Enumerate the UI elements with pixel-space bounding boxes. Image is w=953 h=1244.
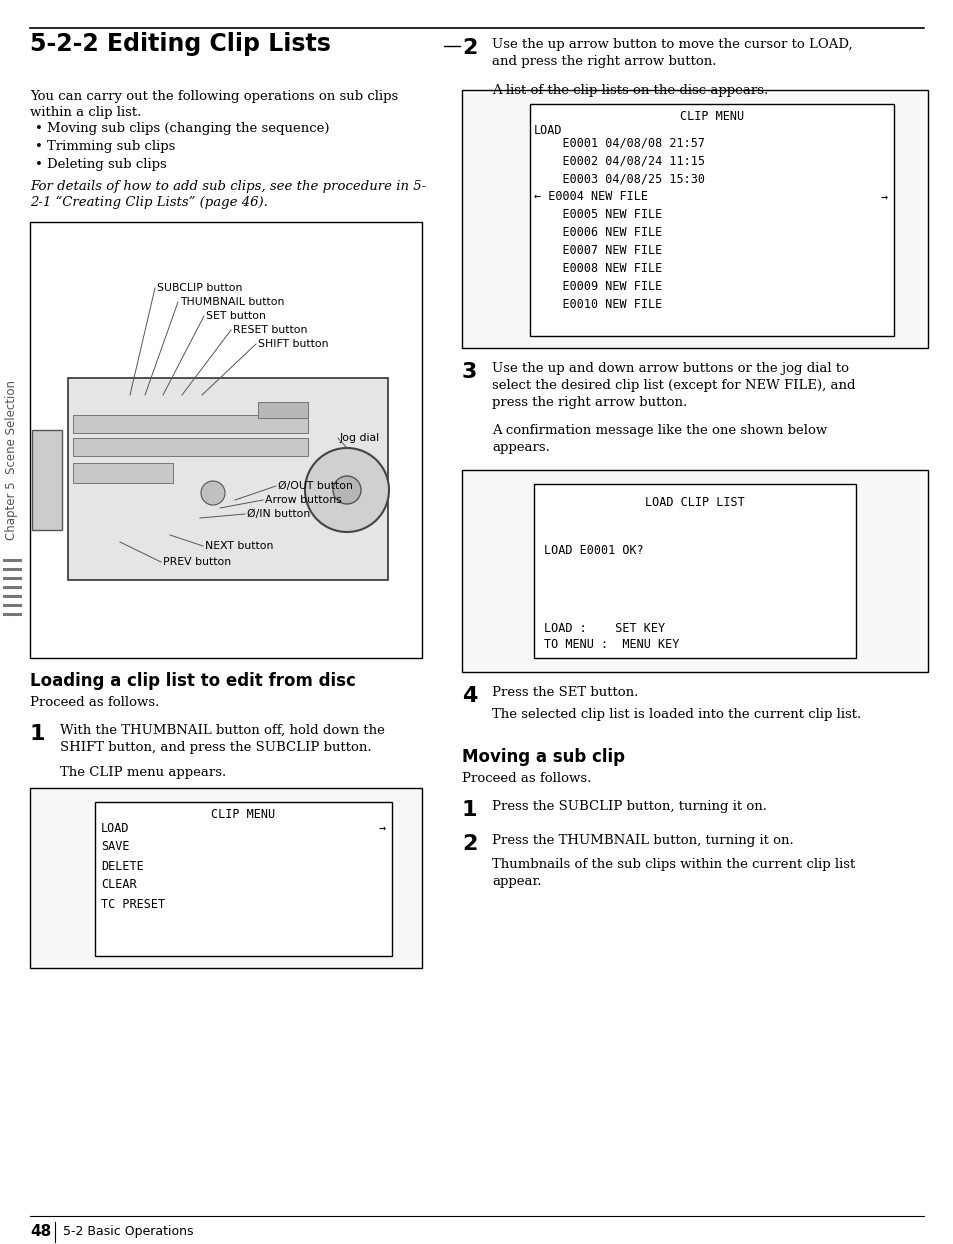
Text: The selected clip list is loaded into the current clip list.: The selected clip list is loaded into th…: [492, 708, 861, 722]
Text: CLEAR: CLEAR: [101, 878, 136, 892]
Text: DELETE: DELETE: [101, 860, 144, 872]
Text: TO MENU :  MENU KEY: TO MENU : MENU KEY: [543, 637, 679, 651]
Text: LOAD: LOAD: [534, 123, 562, 137]
Bar: [32, 430, 62, 530]
Text: E0008 NEW FILE: E0008 NEW FILE: [534, 262, 661, 275]
Text: 1: 1: [461, 800, 477, 820]
Text: select the desired clip list (except for NEW FILE), and: select the desired clip list (except for…: [492, 379, 855, 392]
Text: A list of the clip lists on the disc appears.: A list of the clip lists on the disc app…: [492, 85, 767, 97]
Circle shape: [305, 448, 389, 532]
Text: 5-2-2 Editing Clip Lists: 5-2-2 Editing Clip Lists: [30, 32, 331, 56]
Text: SAVE: SAVE: [101, 841, 130, 853]
Text: Ø/IN button: Ø/IN button: [247, 509, 310, 519]
Text: 3: 3: [461, 362, 476, 382]
Text: PREV button: PREV button: [163, 557, 231, 567]
Circle shape: [201, 481, 225, 505]
Text: press the right arrow button.: press the right arrow button.: [492, 396, 686, 409]
Text: SHIFT button, and press the SUBCLIP button.: SHIFT button, and press the SUBCLIP butt…: [60, 741, 372, 754]
Bar: [68, 378, 388, 580]
Text: Thumbnails of the sub clips within the current clip list: Thumbnails of the sub clips within the c…: [492, 858, 854, 871]
Text: E0002 04/08/24 11:15: E0002 04/08/24 11:15: [534, 154, 704, 168]
Text: 2: 2: [461, 39, 476, 58]
Text: 48: 48: [30, 1224, 51, 1239]
Text: LOAD E0001 OK?: LOAD E0001 OK?: [543, 544, 643, 556]
Text: RESET button: RESET button: [233, 325, 307, 335]
Text: LOAD: LOAD: [101, 821, 130, 835]
Text: Moving a sub clip: Moving a sub clip: [461, 748, 624, 766]
Circle shape: [333, 476, 360, 504]
Text: Jog dial: Jog dial: [339, 433, 379, 443]
Text: →: →: [880, 190, 887, 204]
Text: THUMBNAIL button: THUMBNAIL button: [180, 297, 284, 307]
Text: 2-1 “Creating Clip Lists” (page 46).: 2-1 “Creating Clip Lists” (page 46).: [30, 197, 268, 209]
Bar: [30, 787, 421, 968]
Text: E0009 NEW FILE: E0009 NEW FILE: [534, 280, 661, 294]
Text: 2: 2: [461, 833, 476, 853]
Bar: [73, 463, 172, 483]
Text: Arrow buttons: Arrow buttons: [265, 495, 341, 505]
Text: CLIP MENU: CLIP MENU: [212, 809, 275, 821]
Text: E0001 04/08/08 21:57: E0001 04/08/08 21:57: [534, 137, 704, 149]
Bar: [95, 802, 392, 955]
Text: SET button: SET button: [206, 311, 266, 321]
Text: 5-2 Basic Operations: 5-2 Basic Operations: [63, 1225, 193, 1239]
Text: 1: 1: [30, 724, 46, 744]
Text: Loading a clip list to edit from disc: Loading a clip list to edit from disc: [30, 672, 355, 690]
Bar: [461, 90, 927, 348]
Text: →: →: [378, 821, 386, 835]
Text: SHIFT button: SHIFT button: [257, 340, 328, 350]
Text: Proceed as follows.: Proceed as follows.: [30, 695, 159, 709]
Text: CLIP MENU: CLIP MENU: [679, 111, 743, 123]
Text: E0006 NEW FILE: E0006 NEW FILE: [534, 226, 661, 240]
Text: Trimming sub clips: Trimming sub clips: [47, 141, 175, 153]
Text: Moving sub clips (changing the sequence): Moving sub clips (changing the sequence): [47, 122, 329, 136]
Bar: [534, 484, 855, 658]
Bar: [30, 221, 421, 658]
Text: You can carry out the following operations on sub clips: You can carry out the following operatio…: [30, 90, 397, 103]
Text: Deleting sub clips: Deleting sub clips: [47, 158, 167, 170]
Text: •: •: [35, 158, 43, 170]
Text: For details of how to add sub clips, see the procedure in 5-: For details of how to add sub clips, see…: [30, 180, 426, 193]
Text: appear.: appear.: [492, 875, 541, 888]
Text: 4: 4: [461, 685, 476, 707]
Text: TC PRESET: TC PRESET: [101, 897, 165, 911]
Text: Ø/OUT button: Ø/OUT button: [277, 481, 353, 491]
Text: LOAD :    SET KEY: LOAD : SET KEY: [543, 622, 664, 634]
Text: Proceed as follows.: Proceed as follows.: [461, 773, 591, 785]
Bar: [73, 415, 308, 433]
Text: LOAD CLIP LIST: LOAD CLIP LIST: [644, 495, 744, 509]
Text: E0003 04/08/25 15:30: E0003 04/08/25 15:30: [534, 173, 704, 185]
Text: •: •: [35, 122, 43, 136]
Text: Chapter 5  Scene Selection: Chapter 5 Scene Selection: [6, 379, 18, 540]
Bar: [461, 470, 927, 672]
Text: Use the up arrow button to move the cursor to LOAD,: Use the up arrow button to move the curs…: [492, 39, 852, 51]
Text: Press the SUBCLIP button, turning it on.: Press the SUBCLIP button, turning it on.: [492, 800, 766, 814]
Text: E0005 NEW FILE: E0005 NEW FILE: [534, 209, 661, 221]
Text: appears.: appears.: [492, 442, 549, 454]
Text: within a clip list.: within a clip list.: [30, 106, 141, 119]
Text: Press the SET button.: Press the SET button.: [492, 685, 638, 699]
Text: ← E0004 NEW FILE: ← E0004 NEW FILE: [534, 190, 647, 204]
Bar: [73, 438, 308, 457]
Text: and press the right arrow button.: and press the right arrow button.: [492, 55, 716, 68]
Text: SUBCLIP button: SUBCLIP button: [157, 282, 242, 294]
Text: E0010 NEW FILE: E0010 NEW FILE: [534, 299, 661, 311]
Text: The CLIP menu appears.: The CLIP menu appears.: [60, 766, 226, 779]
Text: With the THUMBNAIL button off, hold down the: With the THUMBNAIL button off, hold down…: [60, 724, 384, 736]
Text: Press the THUMBNAIL button, turning it on.: Press the THUMBNAIL button, turning it o…: [492, 833, 793, 847]
Text: NEXT button: NEXT button: [205, 541, 274, 551]
Text: E0007 NEW FILE: E0007 NEW FILE: [534, 245, 661, 258]
Text: •: •: [35, 141, 43, 153]
Bar: [257, 402, 308, 418]
Bar: [530, 104, 893, 336]
Text: Use the up and down arrow buttons or the jog dial to: Use the up and down arrow buttons or the…: [492, 362, 848, 374]
Text: A confirmation message like the one shown below: A confirmation message like the one show…: [492, 424, 826, 437]
